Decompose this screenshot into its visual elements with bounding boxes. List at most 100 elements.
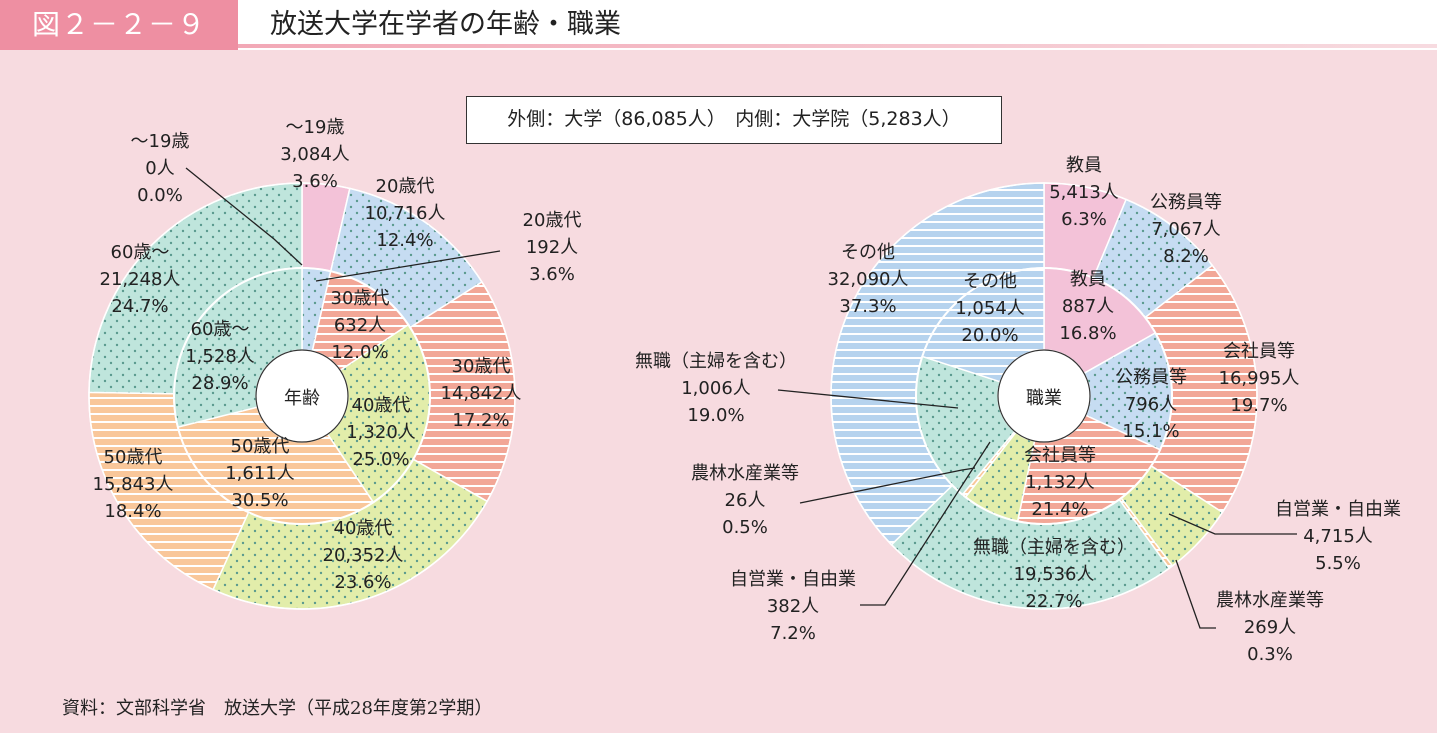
count-text: 1,611人: [225, 463, 295, 484]
leader-line: [860, 441, 991, 606]
category-text: ～19歳: [286, 117, 345, 138]
slice-label-age-inner-1: 20歳代 192人 3.6%: [523, 210, 582, 285]
percent-text: 17.2%: [452, 410, 509, 431]
category-text: 20歳代: [523, 210, 582, 231]
percent-text: 20.0%: [961, 325, 1018, 346]
slice-label-job-inner-4: 農林水産業等 26人 0.5%: [691, 463, 799, 538]
count-text: 16,995人: [1219, 368, 1300, 389]
category-text: 会社員等: [1024, 445, 1096, 466]
category-text: 無職（主婦を含む）: [973, 537, 1135, 558]
category-text: 教員: [1070, 269, 1106, 290]
category-text: 教員: [1066, 155, 1102, 176]
percent-text: 12.0%: [331, 342, 388, 363]
inner-ring-edge: [173, 267, 431, 525]
slice-label-age-inner-0: ～19歳 0人 0.0%: [131, 131, 190, 206]
category-text: 30歳代: [331, 288, 390, 309]
count-text: 5,413人: [1049, 182, 1119, 203]
percent-text: 3.6%: [529, 264, 575, 285]
slice-label-age-outer-2: 30歳代 14,842人 17.2%: [441, 356, 522, 431]
slice-label-age-inner-5: 60歳～ 1,528人 28.9%: [185, 319, 255, 394]
percent-text: 37.3%: [839, 296, 896, 317]
slice-label-job-outer-0: 教員 5,413人 6.3%: [1049, 155, 1119, 230]
inner-ring-edge: [915, 267, 1173, 525]
leader-line: [1175, 559, 1216, 629]
slice-label-job-inner-3: 自営業・自由業 382人 7.2%: [730, 569, 856, 644]
category-text: 20歳代: [376, 176, 435, 197]
percent-text: 0.3%: [1247, 644, 1293, 665]
percent-text: 6.3%: [1061, 209, 1107, 230]
slice-label-age-outer-1: 20歳代 10,716人 12.4%: [365, 176, 446, 251]
slice-label-job-inner-2: 会社員等 1,132人 21.4%: [1024, 445, 1096, 520]
count-text: 1,320人: [346, 422, 416, 443]
category-text: 50歳代: [104, 447, 163, 468]
category-text: 自営業・自由業: [1275, 499, 1401, 520]
count-text: 10,716人: [365, 203, 446, 224]
category-text: 60歳～: [191, 319, 250, 340]
percent-text: 12.4%: [376, 230, 433, 251]
count-text: 15,843人: [93, 474, 174, 495]
slice-label-age-outer-0: ～19歳 3,084人 3.6%: [280, 117, 350, 192]
count-text: 21,248人: [100, 269, 181, 290]
slice-label-job-outer-4: 農林水産業等 269人 0.3%: [1216, 590, 1324, 665]
slice-label-job-outer-1: 公務員等 7,067人 8.2%: [1150, 192, 1222, 267]
category-text: 60歳～: [111, 242, 170, 263]
count-text: 20,352人: [323, 545, 404, 566]
percent-text: 0.5%: [722, 517, 768, 538]
count-text: 192人: [526, 237, 578, 258]
slice-label-job-inner-0: 教員 887人 16.8%: [1059, 269, 1116, 344]
count-text: 1,054人: [955, 298, 1025, 319]
category-text: 公務員等: [1150, 192, 1222, 213]
percent-text: 16.8%: [1059, 323, 1116, 344]
count-text: 26人: [725, 490, 766, 511]
percent-text: 19.0%: [687, 405, 744, 426]
percent-text: 15.1%: [1122, 421, 1179, 442]
slice-label-age-outer-4: 50歳代 15,843人 18.4%: [93, 447, 174, 522]
outer-ring-edge: [830, 182, 1258, 610]
percent-text: 21.4%: [1031, 499, 1088, 520]
figure-label: 図２－２－９: [0, 0, 238, 50]
count-text: 32,090人: [828, 269, 909, 290]
category-text: 無職（主婦を含む）: [635, 351, 797, 372]
count-text: 382人: [767, 596, 819, 617]
slice-label-age-outer-3: 40歳代 20,352人 23.6%: [323, 518, 404, 593]
header: 図２－２－９ 放送大学在学者の年齢・職業: [0, 0, 1437, 50]
leader-line: [799, 467, 976, 504]
slice-label-job-outer-2: 会社員等 16,995人 19.7%: [1219, 341, 1300, 416]
category-text: 50歳代: [231, 436, 290, 457]
category-text: その他: [963, 271, 1017, 292]
slice-label-age-inner-2: 30歳代 632人 12.0%: [331, 288, 390, 363]
slice-label-job-outer-5: 無職（主婦を含む） 19,536人 22.7%: [973, 537, 1135, 612]
percent-text: 3.6%: [292, 171, 338, 192]
slice-label-job-inner-1: 公務員等 796人 15.1%: [1115, 367, 1187, 442]
header-rule: [238, 44, 1437, 48]
age-donut: 年齢: [88, 182, 516, 610]
count-text: 7,067人: [1151, 219, 1221, 240]
count-text: 3,084人: [280, 144, 350, 165]
category-text: 30歳代: [452, 356, 511, 377]
count-text: 269人: [1244, 617, 1296, 638]
category-text: 自営業・自由業: [730, 569, 856, 590]
center-disc: [255, 349, 349, 443]
center-disc: [997, 349, 1091, 443]
category-text: 会社員等: [1223, 341, 1295, 362]
percent-text: 22.7%: [1025, 591, 1082, 612]
leader-line: [1168, 513, 1297, 535]
percent-text: 24.7%: [111, 296, 168, 317]
percent-text: 30.5%: [231, 490, 288, 511]
leader-line: [185, 167, 303, 266]
slice-label-age-inner-3: 40歳代 1,320人 25.0%: [346, 395, 416, 470]
count-text: 19,536人: [1014, 564, 1095, 585]
percent-text: 23.6%: [334, 572, 391, 593]
percent-text: 7.2%: [770, 623, 816, 644]
category-text: 40歳代: [334, 518, 393, 539]
leader-line: [315, 250, 501, 282]
slice-label-age-outer-5: 60歳～ 21,248人 24.7%: [100, 242, 181, 317]
figure-title: 放送大学在学者の年齢・職業: [270, 9, 621, 40]
percent-text: 28.9%: [191, 373, 248, 394]
slice-label-job-outer-3: 自営業・自由業 4,715人 5.5%: [1275, 499, 1401, 574]
count-text: 4,715人: [1303, 526, 1373, 547]
percent-text: 19.7%: [1230, 395, 1287, 416]
occupation-donut: 職業: [830, 182, 1258, 610]
slice-label-job-inner-6: その他 1,054人 20.0%: [955, 271, 1025, 346]
